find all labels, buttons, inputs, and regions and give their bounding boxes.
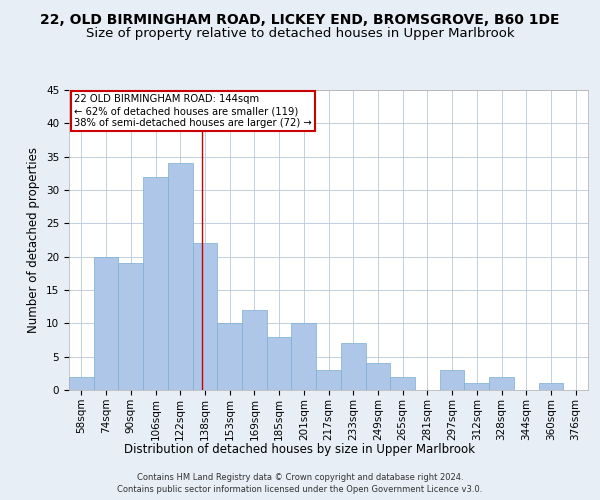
- Bar: [489, 376, 514, 390]
- Bar: [292, 324, 316, 390]
- Text: Distribution of detached houses by size in Upper Marlbrook: Distribution of detached houses by size …: [125, 442, 476, 456]
- Y-axis label: Number of detached properties: Number of detached properties: [28, 147, 40, 333]
- Text: Size of property relative to detached houses in Upper Marlbrook: Size of property relative to detached ho…: [86, 28, 514, 40]
- Text: Contains public sector information licensed under the Open Government Licence v3: Contains public sector information licen…: [118, 485, 482, 494]
- Bar: [118, 264, 143, 390]
- Bar: [316, 370, 341, 390]
- Bar: [539, 384, 563, 390]
- Bar: [341, 344, 365, 390]
- Bar: [143, 176, 168, 390]
- Text: 22 OLD BIRMINGHAM ROAD: 144sqm
← 62% of detached houses are smaller (119)
38% of: 22 OLD BIRMINGHAM ROAD: 144sqm ← 62% of …: [74, 94, 312, 128]
- Bar: [168, 164, 193, 390]
- Bar: [464, 384, 489, 390]
- Bar: [390, 376, 415, 390]
- Bar: [365, 364, 390, 390]
- Text: 22, OLD BIRMINGHAM ROAD, LICKEY END, BROMSGROVE, B60 1DE: 22, OLD BIRMINGHAM ROAD, LICKEY END, BRO…: [40, 12, 560, 26]
- Bar: [242, 310, 267, 390]
- Bar: [94, 256, 118, 390]
- Bar: [193, 244, 217, 390]
- Bar: [440, 370, 464, 390]
- Bar: [217, 324, 242, 390]
- Bar: [69, 376, 94, 390]
- Bar: [267, 336, 292, 390]
- Text: Contains HM Land Registry data © Crown copyright and database right 2024.: Contains HM Land Registry data © Crown c…: [137, 472, 463, 482]
